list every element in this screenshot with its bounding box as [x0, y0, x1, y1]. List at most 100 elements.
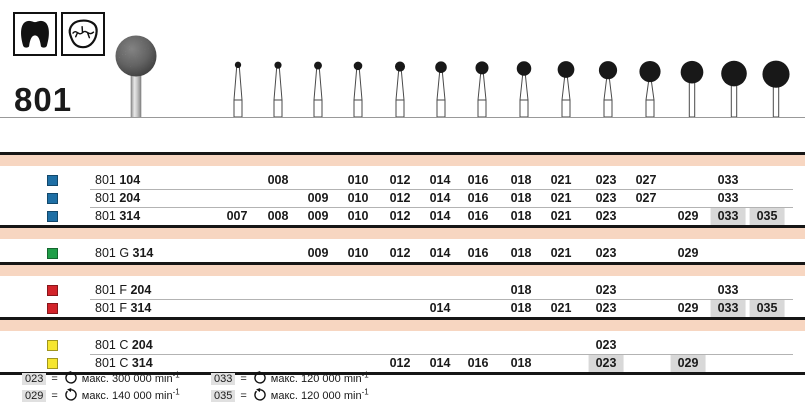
product-code-shank: 204 [119, 191, 141, 205]
product-code-shank: 314 [132, 246, 154, 260]
size-cell: 023 [595, 246, 617, 260]
bur-figure-027 [639, 60, 661, 118]
row-separator [90, 299, 793, 300]
size-cell: 033 [710, 300, 746, 317]
bur-figure-016 [475, 61, 489, 118]
size-cell: 014 [429, 209, 451, 223]
group-band [0, 228, 805, 239]
size-cell: 009 [307, 246, 329, 260]
size-cell: 016 [467, 246, 489, 260]
table-row: 801 F 204 018 023 033 [0, 282, 805, 299]
product-code-prefix: 801 [95, 191, 120, 205]
rotation-speed-icon [65, 388, 77, 401]
bur-figure-012 [394, 61, 406, 118]
size-cell: 018 [510, 173, 532, 187]
size-cell: 021 [550, 301, 572, 315]
section-divider-line [0, 225, 805, 228]
bur-figure-008 [273, 61, 283, 118]
max-speed-text: макс. 120 000 min-1 [270, 386, 369, 402]
size-cell: 012 [389, 191, 411, 205]
size-cell: 018 [510, 191, 532, 205]
product-code: 801 F 314 [95, 301, 151, 315]
grit-color-square [47, 358, 58, 369]
product-code-prefix: 801 C [95, 338, 132, 352]
size-cell: 027 [635, 191, 657, 205]
size-cell: 018 [510, 209, 532, 223]
size-cell: 014 [429, 356, 451, 370]
size-cell: 023 [595, 283, 617, 297]
bur-size-figures [233, 60, 790, 118]
table-row: 801 C 204 023 [0, 337, 805, 354]
size-cell: 018 [510, 246, 532, 260]
size-cell: 008 [267, 209, 289, 223]
grit-color-square [47, 303, 58, 314]
bur-ball-029 [680, 60, 704, 84]
size-cell: 021 [550, 191, 572, 205]
bur-figure-009 [313, 61, 323, 118]
grit-color-square [47, 175, 58, 186]
size-cell: 010 [347, 246, 369, 260]
group-band [0, 320, 805, 331]
size-cell: 023 [595, 209, 617, 223]
grit-color-square [47, 193, 58, 204]
size-cell: 023 [595, 173, 617, 187]
group-band [0, 155, 805, 166]
product-code: 801 F 204 [95, 283, 151, 297]
occlusal-surface-icon [61, 12, 105, 56]
table-row: 801 F 314 014 018 021 023 029 033 035 [0, 300, 805, 317]
speed-footnote: 029 = макс. 140 000 min-1 [22, 387, 180, 403]
bur-figure-014 [435, 61, 447, 118]
size-cell: 023 [595, 191, 617, 205]
size-cell: 021 [550, 246, 572, 260]
section-divider-line [0, 152, 805, 155]
table-row: 801 314 007 008 009 010 012 014 016 018 021 023 029… [0, 208, 805, 225]
size-cell: 012 [389, 246, 411, 260]
product-code-prefix: 801 C [95, 356, 132, 370]
exponent: -1 [361, 386, 369, 396]
product-code-prefix: 801 F [95, 301, 131, 315]
size-cell: 009 [307, 209, 329, 223]
size-cell: 012 [389, 209, 411, 223]
size-cell: 016 [467, 191, 489, 205]
size-cell: 010 [347, 191, 369, 205]
bur-figure-023 [598, 61, 618, 118]
product-code-shank: 204 [131, 338, 153, 352]
model-number: 801 [14, 81, 73, 118]
size-cell: 018 [510, 356, 532, 370]
size-cell: 016 [467, 356, 489, 370]
product-code: 801 314 [95, 209, 140, 223]
exponent: -1 [172, 369, 180, 379]
rotation-speed-icon [254, 388, 266, 401]
size-cell: 021 [550, 209, 572, 223]
bur-ball-021 [557, 61, 575, 78]
size-cell: 008 [267, 173, 289, 187]
footnote-size-label: 029 [22, 389, 47, 402]
speed-footnote: 033 = макс. 120 000 min-1 [211, 370, 369, 386]
speed-footnote: 035 = макс. 120 000 min-1 [211, 386, 369, 403]
product-code-prefix: 801 [95, 209, 120, 223]
equals-sign: = [51, 389, 58, 402]
bur-ball-012 [394, 61, 406, 72]
product-code: 801 104 [95, 173, 140, 187]
size-cell: 007 [226, 209, 248, 223]
bur-ball-027 [639, 60, 661, 83]
size-cell: 014 [429, 301, 451, 315]
speed-footnotes: 023 = макс. 300 000 min-1 029 = макс. 140 000… [0, 369, 805, 409]
section-divider-line [0, 317, 805, 320]
grit-color-square [47, 248, 58, 259]
size-cell: 027 [635, 173, 657, 187]
bur-figure-018 [516, 61, 532, 118]
bur-ball-023 [598, 61, 618, 80]
bur-ball-014 [435, 61, 447, 73]
size-cell: 010 [347, 173, 369, 187]
bur-figure-010 [353, 61, 363, 118]
size-cell: 023 [595, 301, 617, 315]
product-code: 801 C 204 [95, 338, 153, 352]
size-cell: 018 [510, 301, 532, 315]
max-speed-text: макс. 300 000 min-1 [81, 369, 180, 385]
table-row: 801 C 314 012 014 016 018 023 029 [0, 355, 805, 372]
size-cell: 012 [389, 173, 411, 187]
rotation-speed-icon [254, 371, 266, 384]
size-cell: 014 [429, 246, 451, 260]
